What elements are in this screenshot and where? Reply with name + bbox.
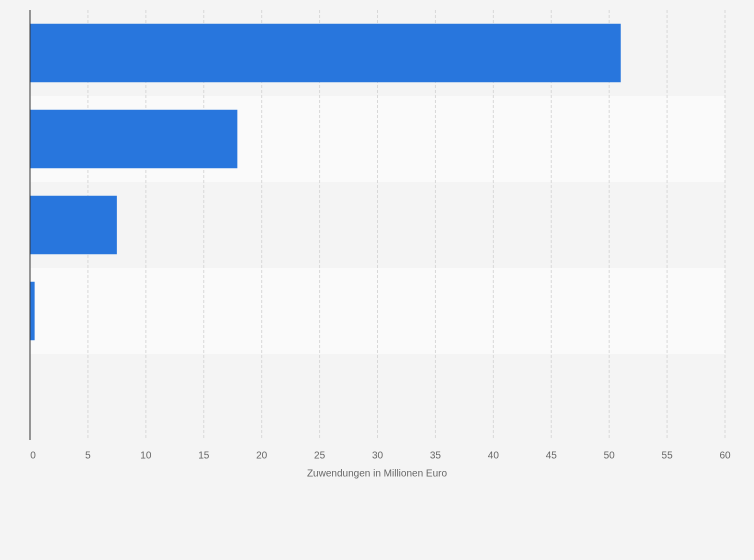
x-tick-label: 60 xyxy=(719,451,731,462)
x-tick-label: 15 xyxy=(198,451,210,462)
x-tick-label: 10 xyxy=(140,451,152,462)
bar xyxy=(30,109,238,169)
x-tick-label: 5 xyxy=(85,451,91,462)
x-tick-label: 50 xyxy=(604,451,616,462)
x-tick-label: 45 xyxy=(546,451,558,462)
x-tick-label: 40 xyxy=(488,451,500,462)
bar xyxy=(30,281,35,341)
bar xyxy=(30,195,117,255)
x-tick-label: 30 xyxy=(372,451,384,462)
x-axis-label: Zuwendungen in Millionen Euro xyxy=(307,469,448,480)
x-tick-label: 25 xyxy=(314,451,326,462)
x-tick-label: 0 xyxy=(30,451,36,462)
x-tick-label: 20 xyxy=(256,451,268,462)
bar xyxy=(30,23,621,83)
x-tick-label: 55 xyxy=(662,451,674,462)
x-tick-label: 35 xyxy=(430,451,442,462)
